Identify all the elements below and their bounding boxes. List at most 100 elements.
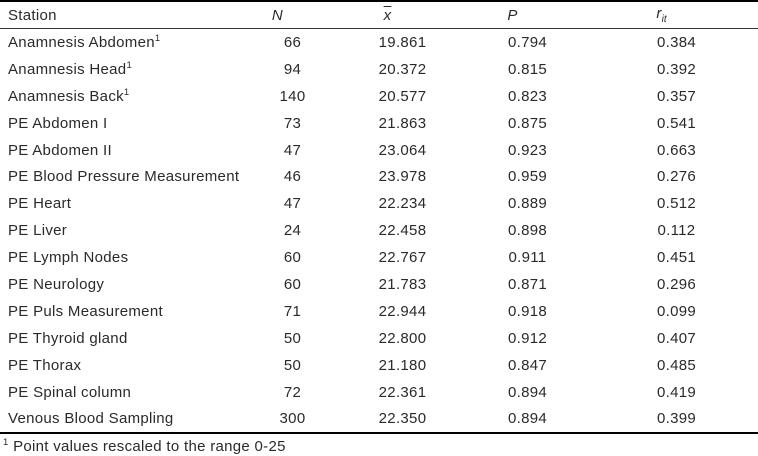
cell-station: PE Abdomen II xyxy=(8,141,112,159)
cell-mean: 22.361 xyxy=(378,383,427,401)
table-row: PE Neurology 60 21.783 0.871 0.296 xyxy=(0,271,758,298)
cell-n: 73 xyxy=(283,114,302,132)
cell-p: 0.889 xyxy=(507,195,548,213)
cell-p: 0.923 xyxy=(507,141,548,159)
cell-mean: 22.350 xyxy=(345,405,460,435)
station-footnote-marker: 1 xyxy=(126,59,132,71)
footnote-marker: 1 xyxy=(3,437,9,449)
cell-p: 0.871 xyxy=(507,275,548,293)
cell-p: 0.959 xyxy=(507,168,548,186)
cell-p: 0.794 xyxy=(507,33,548,51)
cell-n: 66 xyxy=(283,33,302,51)
cell-station: PE Spinal column xyxy=(8,383,132,401)
cell-p: 0.894 xyxy=(507,383,548,401)
table-row: PE Lymph Nodes 60 22.767 0.911 0.451 xyxy=(0,244,758,271)
cell-station: PE Thyroid gland xyxy=(8,329,128,347)
cell-mean: 21.783 xyxy=(378,275,427,293)
cell-station: PE Neurology xyxy=(8,275,105,293)
cell-station: PE Liver xyxy=(8,222,68,240)
station-footnote-marker: 1 xyxy=(123,86,130,98)
cell-rit: 0.099 xyxy=(656,302,697,320)
table-footnote: 1 Point values rescaled to the range 0-2… xyxy=(0,434,758,455)
cell-n: 60 xyxy=(283,249,302,267)
cell-mean: 22.944 xyxy=(378,302,427,320)
cell-p: 0.918 xyxy=(507,302,548,320)
cell-station: PE Lymph Nodes xyxy=(8,249,129,267)
table-row: PE Blood Pressure Measurement 46 23.978 0.9… xyxy=(0,163,758,190)
cell-n: 47 xyxy=(283,141,302,159)
cell-station: Anamnesis Head1 xyxy=(8,59,132,78)
cell-rit: 0.357 xyxy=(656,87,697,105)
table-row: PE Puls Measurement 71 22.944 0.918 0.099 xyxy=(0,298,758,325)
column-header-p: P xyxy=(460,0,595,29)
cell-p: 0.894 xyxy=(460,405,595,435)
cell-rit: 0.512 xyxy=(656,195,697,213)
table-row: PE Thorax 50 21.180 0.847 0.485 xyxy=(0,352,758,379)
table-row: PE Heart 47 22.234 0.889 0.512 xyxy=(0,190,758,217)
table-row: Anamnesis Head1 94 20.372 0.815 0.392 xyxy=(0,56,758,83)
table-row: PE Spinal column 72 22.361 0.894 0.419 xyxy=(0,379,758,406)
cell-p: 0.898 xyxy=(507,222,548,240)
cell-n: 300 xyxy=(240,405,345,435)
cell-rit: 0.384 xyxy=(656,33,697,51)
cell-mean: 20.372 xyxy=(378,60,427,78)
table-row: PE Liver 24 22.458 0.898 0.112 xyxy=(0,217,758,244)
cell-station: PE Thorax xyxy=(8,356,82,374)
column-header-n: N xyxy=(240,0,345,29)
cell-rit: 0.485 xyxy=(656,356,697,374)
cell-station: PE Blood Pressure Measurement xyxy=(8,168,240,186)
cell-mean: 22.234 xyxy=(378,195,427,213)
cell-n: 71 xyxy=(283,302,302,320)
footnote-text: Point values rescaled to the range 0-25 xyxy=(13,438,286,456)
cell-rit: 0.663 xyxy=(656,141,697,159)
table-body: Anamnesis Abdomen1 66 19.861 0.794 0.384 Anam… xyxy=(0,29,758,435)
cell-mean: 22.767 xyxy=(378,249,427,267)
table-row: PE Abdomen II 47 23.064 0.923 0.663 xyxy=(0,137,758,164)
cell-station: Venous Blood Sampling xyxy=(0,405,240,435)
cell-mean: 19.861 xyxy=(378,33,427,51)
cell-station: Anamnesis Abdomen1 xyxy=(8,32,161,51)
cell-mean: 23.978 xyxy=(378,168,427,186)
cell-n: 140 xyxy=(279,87,306,105)
cell-rit: 0.296 xyxy=(656,275,697,293)
cell-n: 72 xyxy=(283,383,302,401)
station-footnote-marker: 1 xyxy=(154,32,161,44)
cell-station: PE Abdomen I xyxy=(8,114,108,132)
cell-mean: 23.064 xyxy=(378,141,427,159)
cell-n: 50 xyxy=(283,329,302,347)
cell-p: 0.823 xyxy=(507,87,548,105)
cell-rit: 0.276 xyxy=(656,168,697,186)
cell-station: PE Puls Measurement xyxy=(8,302,163,320)
cell-p: 0.911 xyxy=(508,249,547,267)
cell-rit: 0.112 xyxy=(657,222,696,240)
table-row: Venous Blood Sampling 300 22.350 0.894 0.399 xyxy=(0,405,758,435)
cell-mean: 20.577 xyxy=(378,87,427,105)
cell-n: 60 xyxy=(283,275,302,293)
cell-rit: 0.419 xyxy=(656,383,697,401)
table-row: PE Thyroid gland 50 22.800 0.912 0.407 xyxy=(0,325,758,352)
cell-mean: 22.800 xyxy=(378,329,427,347)
cell-mean: 21.863 xyxy=(378,114,427,132)
cell-n: 24 xyxy=(283,222,302,240)
cell-rit: 0.407 xyxy=(656,329,697,347)
cell-n: 50 xyxy=(283,356,302,374)
cell-n: 47 xyxy=(283,195,302,213)
cell-p: 0.912 xyxy=(507,329,548,347)
table-row: PE Abdomen I 73 21.863 0.875 0.541 xyxy=(0,110,758,137)
column-header-rit: rit xyxy=(595,0,758,29)
column-header-mean: x xyxy=(345,0,460,29)
cell-mean: 22.458 xyxy=(378,222,427,240)
cell-p: 0.847 xyxy=(507,356,548,374)
column-header-station: Station xyxy=(0,0,240,29)
cell-p: 0.875 xyxy=(507,114,548,132)
cell-station: Anamnesis Back1 xyxy=(8,86,130,105)
cell-n: 46 xyxy=(283,168,302,186)
cell-station: PE Heart xyxy=(8,195,72,213)
table-row: Anamnesis Back1 140 20.577 0.823 0.357 xyxy=(0,83,758,110)
cell-rit: 0.451 xyxy=(656,249,697,267)
cell-mean: 21.180 xyxy=(378,356,427,374)
table-row: Anamnesis Abdomen1 66 19.861 0.794 0.384 xyxy=(0,29,758,56)
